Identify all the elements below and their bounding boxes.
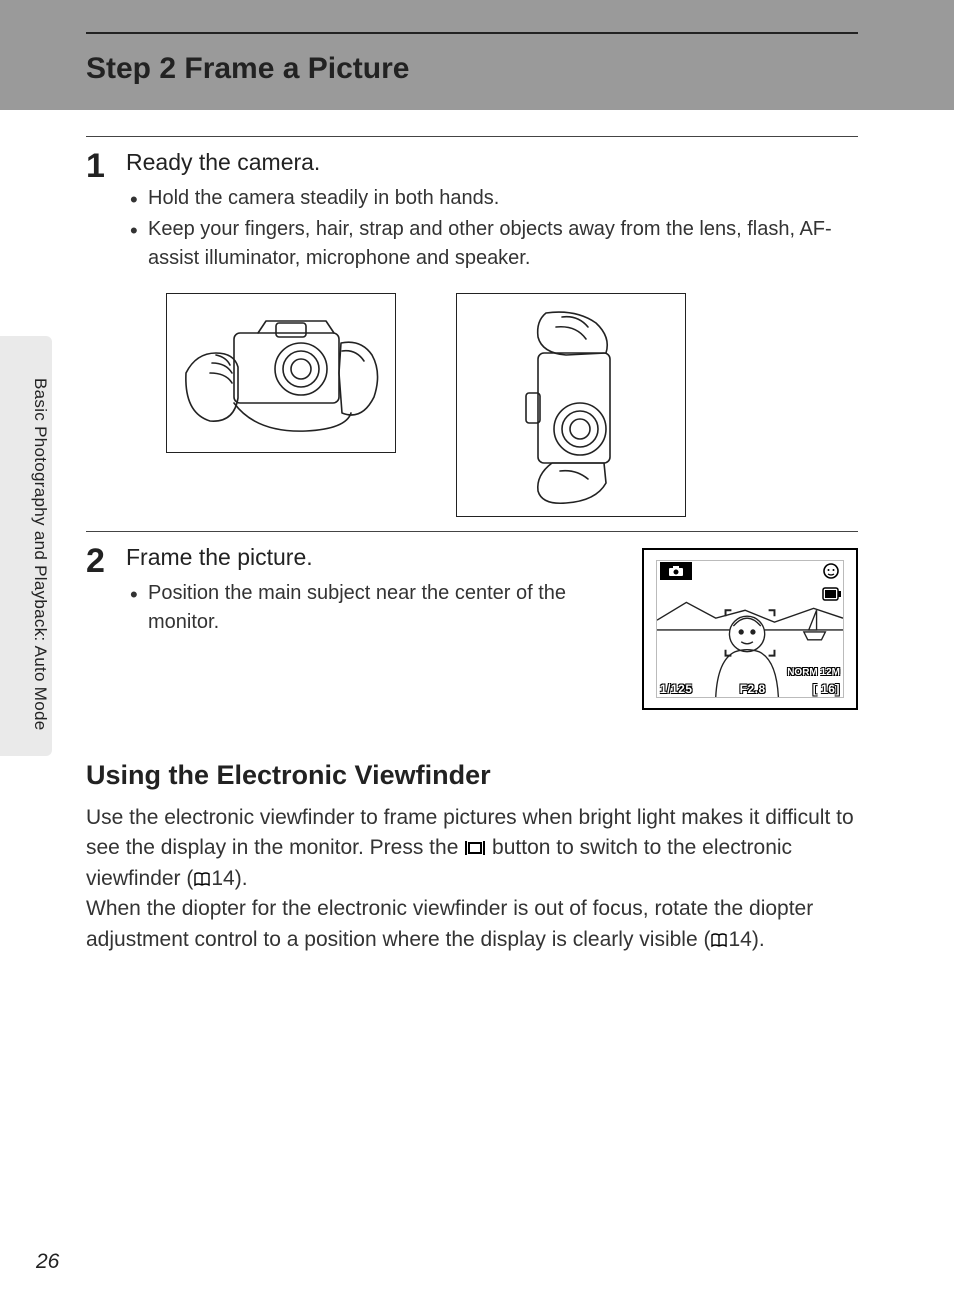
viewfinder-norm-label: NORM 12M [787,667,840,678]
step-2: 2 Frame the picture. Position the main s… [86,531,858,710]
camera-mode-icon [660,562,692,580]
face-detect-icon [822,562,840,580]
section-tab-label: Basic Photography and Playback: Auto Mod… [30,378,50,731]
page-header: Step 2 Frame a Picture [0,0,954,110]
viewfinder-preview: NORM 12M 1/125 F2.8 [ 16] [642,548,858,710]
step-1-illustrations [166,293,858,517]
page-ref-icon [193,871,211,887]
step-1-number: 1 [86,147,126,523]
step-1-body: Ready the camera. Hold the camera steadi… [126,147,858,523]
page-number: 26 [36,1250,59,1274]
step-title: Step 2 Frame a Picture [0,32,954,86]
header-rule [86,32,858,34]
step-1: 1 Ready the camera. Hold the camera stea… [86,136,858,523]
subsection-body: Use the electronic viewfinder to frame p… [86,803,858,955]
subsection-p2a: When the diopter for the electronic view… [86,897,813,950]
camera-hold-horizontal-illustration [166,293,396,453]
battery-icon [822,586,842,602]
monitor-button-icon [464,840,486,856]
viewfinder-bottom-readout: 1/125 F2.8 [ 16] [660,682,840,696]
page-content: 1 Ready the camera. Hold the camera stea… [0,110,954,955]
step-1-bullet: Keep your fingers, hair, strap and other… [148,215,858,273]
step-2-heading: Frame the picture. [126,544,616,571]
step-2-number: 2 [86,542,126,710]
step-1-bullets: Hold the camera steadily in both hands. … [126,184,858,273]
subsection-ref1: 14). [211,867,247,890]
subsection-title: Using the Electronic Viewfinder [86,760,858,791]
step-1-bullet: Hold the camera steadily in both hands. [148,184,858,213]
page-ref-icon [710,932,728,948]
step-2-bullets: Position the main subject near the cente… [126,579,616,637]
viewfinder-shutter: 1/125 [660,682,693,696]
subsection-evf: Using the Electronic Viewfinder Use the … [86,760,858,955]
step-2-body: Frame the picture. Position the main sub… [126,542,858,710]
step-1-heading: Ready the camera. [126,149,858,176]
viewfinder-count: [ 16] [813,682,840,696]
subsection-ref2: 14). [728,928,764,951]
viewfinder-aperture: F2.8 [740,682,766,696]
camera-hold-vertical-illustration [456,293,686,517]
step-2-bullet: Position the main subject near the cente… [148,579,616,637]
